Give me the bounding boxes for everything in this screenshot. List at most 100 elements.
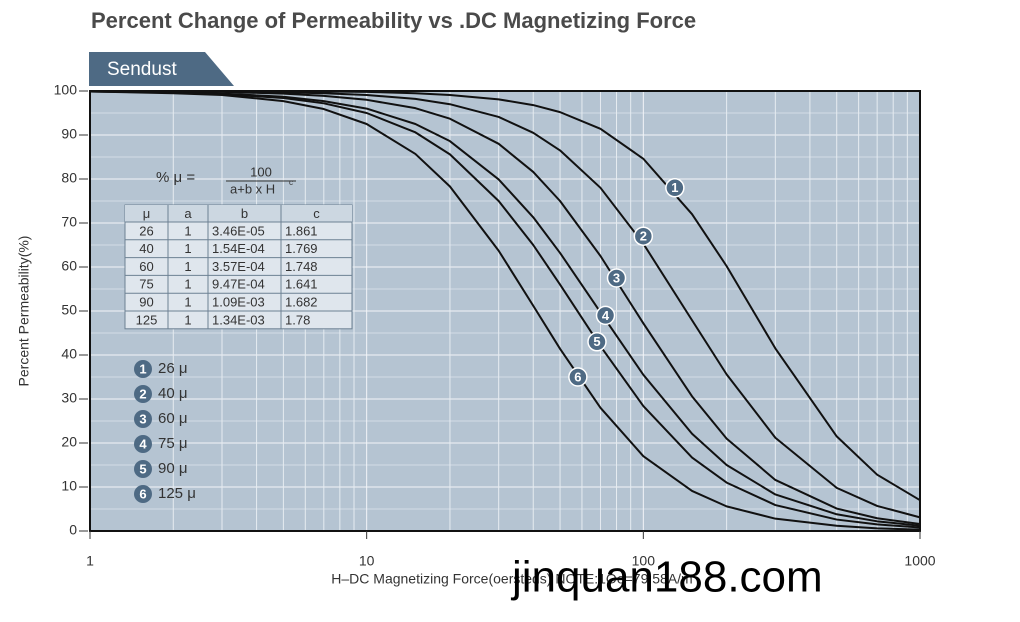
table-cell: 1.682 xyxy=(285,295,318,310)
table-background xyxy=(124,204,353,330)
legend-badge: 3 xyxy=(134,410,152,428)
table-cell: 1 xyxy=(184,277,191,292)
curve-marker-circle xyxy=(633,226,654,246)
y-tick-label: 50 xyxy=(61,302,77,318)
legend-badge-label: 1 xyxy=(139,361,146,376)
table-header: μ xyxy=(143,206,151,221)
y-tick-label: 80 xyxy=(61,170,77,186)
tab xyxy=(89,52,234,86)
table-cell: 1.748 xyxy=(285,259,318,274)
curve-marker-label: 4 xyxy=(602,308,610,323)
table-cell: 1 xyxy=(184,241,191,256)
table-cell: 1.861 xyxy=(285,223,318,238)
curve-marker: 5 xyxy=(587,332,607,352)
legend-label: 125 μ xyxy=(158,485,196,502)
table-cell: 3.46E-05 xyxy=(212,223,265,238)
x-tick-label: 10 xyxy=(359,553,375,569)
table-cell: 3.57E-04 xyxy=(212,259,265,274)
plot-frame xyxy=(89,90,921,532)
legend-badge-label: 4 xyxy=(139,436,147,451)
formula-denominator: a+b x H xyxy=(230,181,275,196)
table-cell: 40 xyxy=(139,241,153,256)
legend-badge: 5 xyxy=(134,460,152,478)
curve-marker: 6 xyxy=(568,367,588,387)
curve-marker: 2 xyxy=(633,226,654,246)
table-cell: 125 xyxy=(136,312,158,327)
curve-marker: 1 xyxy=(665,178,685,198)
legend-label: 75 μ xyxy=(158,435,188,452)
curve-marker-circle xyxy=(595,305,616,326)
legend-badge-label: 6 xyxy=(139,486,146,501)
y-tick-label: 30 xyxy=(61,390,77,406)
table-cell: 1.769 xyxy=(285,241,318,256)
y-tick-label: 100 xyxy=(54,82,78,98)
legend-badge: 2 xyxy=(134,385,152,403)
formula-exponent: c xyxy=(289,178,293,187)
formula-lhs: % μ = xyxy=(156,169,195,186)
series-line xyxy=(89,90,921,529)
curve-marker-label: 2 xyxy=(640,229,647,244)
y-tick-label: 90 xyxy=(61,126,77,142)
legend-badge-circle xyxy=(134,385,152,403)
legend-badge: 6 xyxy=(134,485,152,503)
y-tick-label: 40 xyxy=(61,346,77,362)
curve-marker-label: 6 xyxy=(574,369,581,384)
table-cell: 75 xyxy=(139,277,153,292)
legend-badge-circle xyxy=(134,360,152,378)
series-line xyxy=(90,90,921,519)
curve-marker-circle xyxy=(587,332,607,352)
curve-marker-label: 5 xyxy=(593,334,600,349)
watermark: jinquan188.com xyxy=(510,553,823,602)
table-header-background xyxy=(125,205,352,222)
curve-marker-label: 3 xyxy=(613,270,620,285)
series-line xyxy=(89,90,921,531)
x-tick-label: 1000 xyxy=(904,553,935,569)
y-tick-label: 60 xyxy=(61,258,77,274)
curve-marker: 4 xyxy=(595,305,616,326)
legend-label: 60 μ xyxy=(158,410,188,427)
table-header: b xyxy=(241,206,248,221)
y-tick-label: 20 xyxy=(61,434,77,450)
legend-badge-circle xyxy=(134,460,152,478)
legend-badge-circle xyxy=(134,485,152,503)
y-tick-label: 10 xyxy=(61,478,77,494)
tab-label: Sendust xyxy=(107,59,177,80)
formula-numerator: 100 xyxy=(250,164,272,179)
legend-badge-label: 2 xyxy=(139,386,146,401)
curve-marker-label: 1 xyxy=(671,180,678,195)
y-axis-label: Percent Permeability(%) xyxy=(16,236,32,387)
table-cell: 26 xyxy=(139,223,153,238)
y-tick-label: 0 xyxy=(69,522,77,538)
table-cell: 1.78 xyxy=(285,312,310,327)
y-tick-label: 70 xyxy=(61,214,77,230)
legend-label: 40 μ xyxy=(158,385,188,402)
table-cell: 1.641 xyxy=(285,277,318,292)
table-cell: 1 xyxy=(184,223,191,238)
table-cell: 1 xyxy=(184,312,191,327)
curve-marker-circle xyxy=(606,268,627,288)
table-header: a xyxy=(184,206,192,221)
legend-label: 90 μ xyxy=(158,460,188,477)
legend-badge-circle xyxy=(134,435,152,453)
table-cell: 90 xyxy=(139,295,153,310)
table-header: c xyxy=(313,206,320,221)
table-cell: 1.09E-03 xyxy=(212,295,265,310)
curve-marker-circle xyxy=(665,178,685,198)
legend-badge-circle xyxy=(134,410,152,428)
table-cell: 9.47E-04 xyxy=(212,277,265,292)
table-cell: 1 xyxy=(184,295,191,310)
table-cell: 1 xyxy=(184,259,191,274)
x-tick-label: 1 xyxy=(86,553,94,569)
legend-badge-label: 3 xyxy=(139,411,146,426)
series-line xyxy=(89,90,921,525)
series-line xyxy=(89,90,921,527)
table-cell: 1.54E-04 xyxy=(212,241,265,256)
table-cell: 1.34E-03 xyxy=(212,312,265,327)
x-tick-label: 100 xyxy=(632,553,656,569)
legend-badge-label: 5 xyxy=(139,461,146,476)
legend-label: 26 μ xyxy=(158,360,188,377)
curve-marker: 3 xyxy=(606,268,627,288)
chart-title: Percent Change of Permeability vs .DC Ma… xyxy=(91,8,696,33)
legend-badge: 4 xyxy=(134,435,152,453)
